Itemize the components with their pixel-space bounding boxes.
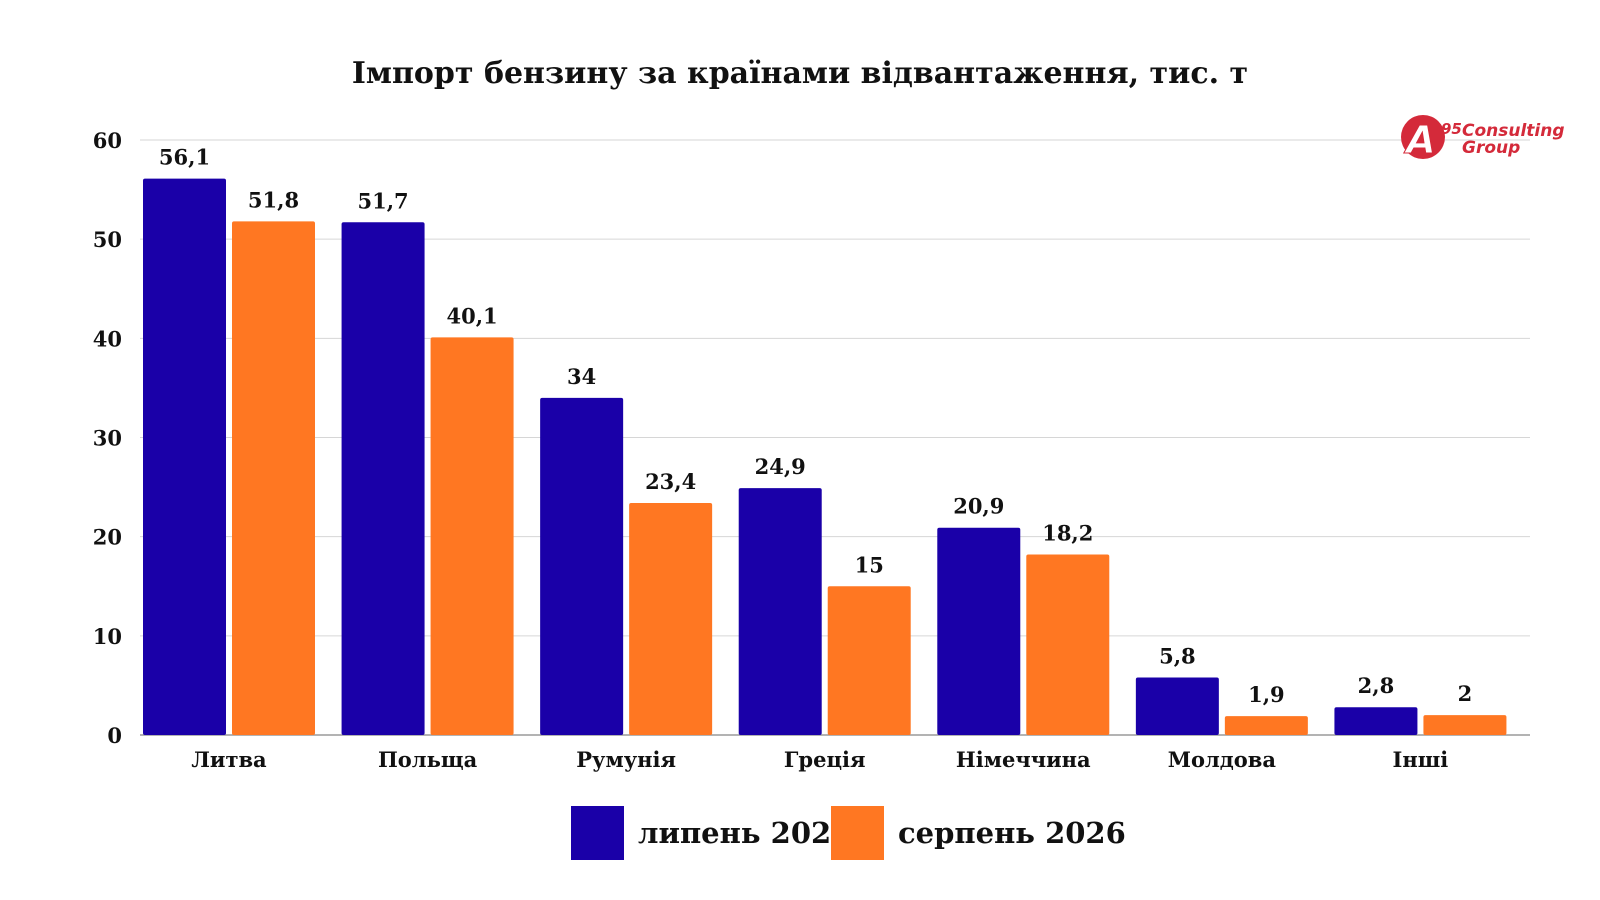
bars [143, 178, 1507, 736]
legend: липень 2026 серпень 2026 [571, 806, 1126, 860]
x-axis-categories: Литва Польща Румунія Греція Німеччина Молдова… [191, 747, 1448, 772]
y-tick-label-20: 20 [93, 525, 122, 550]
x-tick-label-inshi: Інші [1393, 747, 1449, 772]
x-tick-label-polshcha: Польща [378, 747, 478, 772]
y-tick-label-30: 30 [93, 426, 122, 451]
y-axis-ticks: 0 10 20 30 40 50 60 [93, 128, 122, 748]
bar-moldova-july [1135, 677, 1219, 735]
y-tick-label-60: 60 [93, 128, 122, 153]
value-label-rumuniia-august: 23,4 [645, 469, 696, 494]
bar-polshcha-august [430, 337, 514, 735]
value-label-lytva-august: 51,8 [248, 187, 299, 212]
logo-line-2: Group [1462, 138, 1520, 158]
x-tick-label-nimechchyna: Німеччина [956, 747, 1091, 772]
value-label-nimechchyna-august: 18,2 [1042, 521, 1093, 546]
bar-hretsiia-august [827, 586, 911, 735]
bar-rumuniia-july [540, 397, 624, 735]
bar-lytva-july [143, 178, 226, 736]
value-label-moldova-july: 5,8 [1159, 643, 1196, 668]
bar-moldova-august [1224, 716, 1308, 735]
bar-polshcha-july [341, 222, 425, 735]
legend-swatch-august [831, 806, 884, 860]
value-label-hretsiia-august: 15 [855, 552, 884, 577]
y-tick-label-0: 0 [107, 723, 122, 748]
bar-lytva-august [232, 221, 315, 736]
bar-nimechchyna-july [937, 527, 1021, 735]
x-tick-label-rumuniia: Румунія [576, 747, 676, 772]
logo-mark-letter: A [1403, 118, 1435, 162]
value-labels: 56,1 51,8 51,7 40,1 34 23,4 24,9 15 20,9 18,2 5,8 1… [159, 145, 1472, 707]
y-tick-label-10: 10 [93, 624, 122, 649]
bar-hretsiia-july [738, 488, 822, 735]
x-tick-label-hretsiia: Греція [784, 747, 866, 772]
logo-circle [1401, 115, 1445, 159]
value-label-polshcha-july: 51,7 [357, 188, 408, 213]
legend-label-august: серпень 2026 [898, 816, 1126, 850]
company-logo: A 95 Consulting Group [1401, 115, 1565, 163]
value-label-nimechchyna-july: 20,9 [953, 494, 1004, 519]
y-tick-label-50: 50 [93, 227, 122, 252]
bar-inshi-july [1334, 707, 1418, 735]
chart-title: Імпорт бензину за країнами відвантаження… [352, 56, 1248, 91]
bar-nimechchyna-august [1026, 554, 1110, 735]
value-label-polshcha-august: 40,1 [446, 303, 497, 328]
legend-label-july: липень 2026 [638, 816, 851, 850]
value-label-inshi-august: 2 [1458, 681, 1473, 706]
x-tick-label-lytva: Литва [191, 747, 267, 772]
value-label-lytva-july: 56,1 [159, 145, 210, 170]
value-label-rumuniia-july: 34 [567, 364, 596, 389]
bar-inshi-august [1423, 715, 1507, 735]
value-label-inshi-july: 2,8 [1358, 673, 1395, 698]
bar-rumuniia-august [629, 502, 713, 735]
value-label-hretsiia-july: 24,9 [755, 454, 806, 479]
logo-mark-number: 95 [1441, 120, 1462, 138]
x-tick-label-moldova: Молдова [1168, 747, 1277, 772]
y-tick-label-40: 40 [93, 326, 122, 351]
logo-line-1: Consulting [1462, 121, 1565, 141]
value-label-moldova-august: 1,9 [1248, 682, 1285, 707]
legend-swatch-july [571, 806, 624, 860]
